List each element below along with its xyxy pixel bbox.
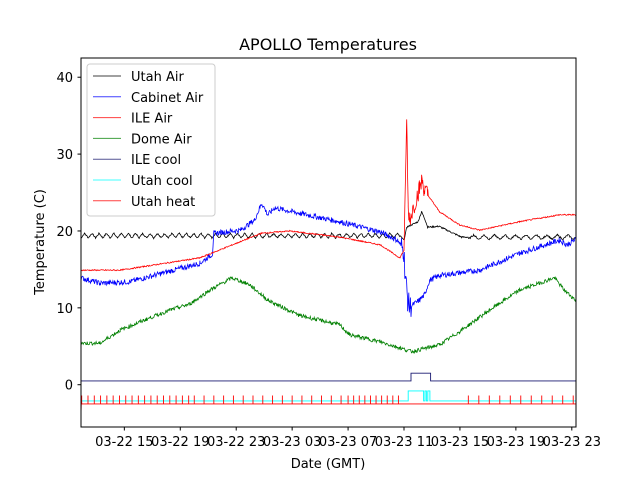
axes-frame (80, 57, 577, 428)
plot-area (81, 119, 576, 413)
legend-label: ILE Air (131, 112, 173, 127)
y-tick-label: 40 (56, 71, 73, 86)
legend-label: ILE cool (131, 153, 181, 168)
chart-title: APOLLO Temperatures (239, 35, 417, 54)
series-line-utah-cool (81, 390, 576, 402)
legend-box (86, 63, 216, 217)
legend-item: Utah cool (93, 174, 193, 189)
legend-item: ILE Air (93, 112, 173, 127)
y-tick-label: 20 (56, 225, 73, 240)
series-line-cabinet-air (81, 204, 576, 317)
x-tick-label: 03-22 19 (151, 435, 209, 450)
legend-label: Utah heat (131, 195, 195, 210)
series-line-ile-cool (81, 372, 576, 382)
legend-item: Cabinet Air (93, 91, 204, 106)
legend-item: ILE cool (93, 153, 181, 168)
legend-item: Utah Air (93, 70, 184, 85)
legend-item: Utah heat (93, 195, 195, 210)
series-line-utah-air (81, 210, 576, 241)
legend-label: Utah Air (131, 70, 184, 85)
y-tick-label: 0 (65, 379, 73, 394)
y-tick-label: 30 (56, 148, 73, 163)
x-tick-label: 03-22 23 (207, 435, 265, 450)
y-axis-label: Temperature (C) (33, 189, 48, 296)
series-line-dome-air (81, 276, 576, 355)
legend-item: Dome Air (93, 132, 192, 147)
x-tick-label: 03-23 07 (319, 435, 377, 450)
series-line-ile-air (81, 119, 576, 272)
y-tick-label: 10 (56, 302, 73, 317)
x-tick-label: 03-22 15 (95, 435, 153, 450)
x-tick-label: 03-23 23 (543, 435, 601, 450)
x-tick-label: 03-23 11 (375, 435, 433, 450)
legend-label: Utah cool (131, 174, 193, 189)
x-tick-label: 03-23 19 (487, 435, 545, 450)
x-tick-label: 03-23 15 (431, 435, 489, 450)
x-tick-label: 03-23 03 (263, 435, 321, 450)
legend-label: Cabinet Air (131, 91, 204, 106)
legend: Utah Air Cabinet Air ILE Air Dome Air ILE co… (86, 63, 216, 217)
x-axis-label: Date (GMT) (291, 457, 366, 472)
legend-label: Dome Air (131, 132, 192, 147)
